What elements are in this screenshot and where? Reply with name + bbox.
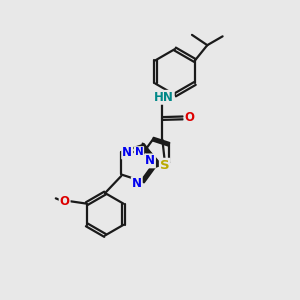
Text: N: N [132,177,142,190]
Text: N: N [122,146,132,158]
Text: HN: HN [154,91,174,104]
Text: N: N [145,154,155,167]
Text: O: O [60,195,70,208]
Text: O: O [184,111,194,124]
Text: S: S [160,159,169,172]
Text: N: N [135,147,143,157]
